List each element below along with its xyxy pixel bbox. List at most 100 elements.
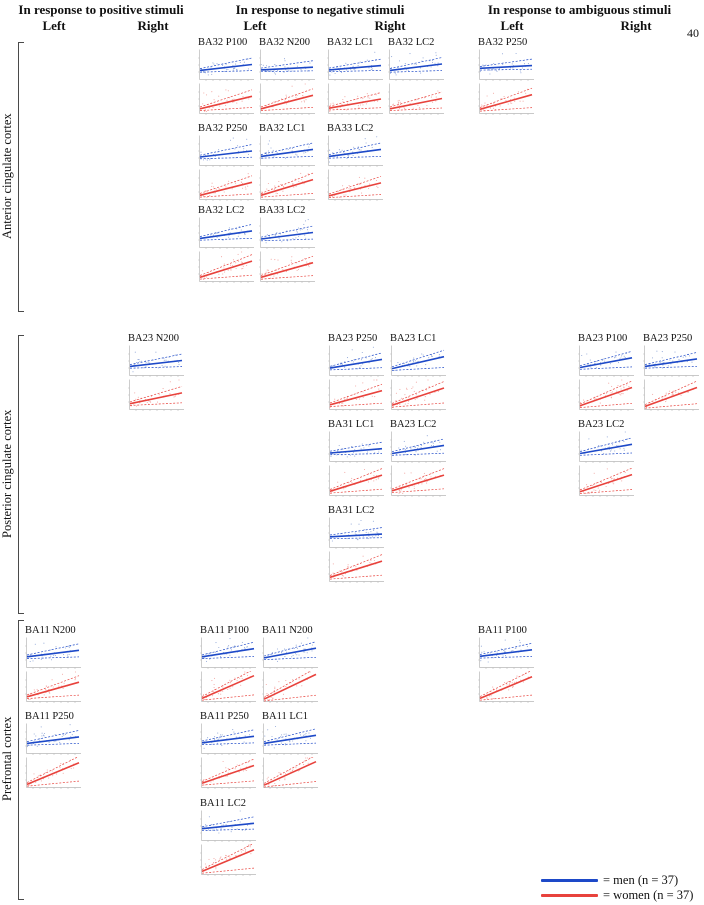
panel-negative-right-ba23-lc2: BA23 LC2 bbox=[390, 419, 447, 499]
mini-plot-women bbox=[478, 671, 534, 703]
mini-plot-men bbox=[328, 431, 384, 463]
panel-label: BA33 LC2 bbox=[327, 123, 374, 134]
mini-plot-men bbox=[390, 431, 446, 463]
mini-plot-women bbox=[200, 671, 256, 703]
mini-plot-women bbox=[262, 671, 318, 703]
mini-plot-men bbox=[259, 135, 315, 167]
mini-plot-men bbox=[643, 345, 699, 377]
mini-plot-men bbox=[478, 637, 534, 669]
subheader-negative-left: Left bbox=[243, 18, 267, 33]
mini-plot-women bbox=[198, 169, 254, 201]
mini-plot-women bbox=[388, 83, 444, 115]
mini-plot-women bbox=[578, 465, 634, 497]
mini-plot-men bbox=[388, 49, 444, 81]
mini-plot-women bbox=[200, 844, 256, 876]
mini-plot-men bbox=[25, 637, 81, 669]
legend-row-men: = men (n = 37) bbox=[541, 873, 678, 888]
panel-ambiguous-left-ba23-p100: BA23 P100 bbox=[578, 333, 635, 413]
mini-plot-men bbox=[578, 345, 634, 377]
mini-plot-men bbox=[259, 217, 315, 249]
mini-plot-men bbox=[262, 723, 318, 755]
mini-plot-men bbox=[25, 723, 81, 755]
mini-plot-women bbox=[259, 169, 315, 201]
panel-label: BA33 LC2 bbox=[259, 205, 306, 216]
panel-negative-left-ba32-p250: BA32 P250 bbox=[198, 123, 255, 203]
mini-plot-women bbox=[478, 83, 534, 115]
panel-negative-left-ba33-lc2: BA33 LC2 bbox=[259, 205, 316, 285]
mini-plot-men bbox=[327, 135, 383, 167]
panel-label: BA31 LC1 bbox=[328, 419, 375, 430]
mini-plot-women bbox=[25, 757, 81, 789]
panel-label: BA11 LC1 bbox=[262, 711, 308, 722]
mini-plot-men bbox=[327, 49, 383, 81]
bracket-posterior-cingulate bbox=[18, 335, 24, 614]
mini-plot-women bbox=[259, 83, 315, 115]
panel-label: BA11 P100 bbox=[200, 625, 249, 636]
legend-label-women: = women (n = 37) bbox=[603, 888, 694, 902]
mini-plot-men bbox=[578, 431, 634, 463]
mini-plot-men bbox=[328, 517, 384, 549]
mini-plot-men bbox=[128, 345, 184, 377]
mini-plot-men bbox=[200, 637, 256, 669]
mini-plot-men bbox=[478, 49, 534, 81]
mini-plot-women bbox=[643, 379, 699, 411]
mini-plot-women bbox=[390, 379, 446, 411]
subheader-positive-right: Right bbox=[137, 18, 169, 33]
panel-ambiguous-left-ba32-p250: BA32 P250 bbox=[478, 37, 535, 117]
panel-label: BA23 P250 bbox=[328, 333, 378, 344]
panel-negative-right-ba31-lc2: BA31 LC2 bbox=[328, 505, 385, 585]
mini-plot-women bbox=[198, 251, 254, 283]
panel-label: BA11 LC2 bbox=[200, 798, 246, 809]
mini-plot-men bbox=[200, 723, 256, 755]
mini-plot-men bbox=[198, 49, 254, 81]
mini-plot-women bbox=[25, 671, 81, 703]
panel-negative-right-ba23-p250: BA23 P250 bbox=[328, 333, 385, 413]
mini-plot-men bbox=[262, 637, 318, 669]
legend-line-women-icon bbox=[541, 893, 598, 898]
panel-label: BA23 P100 bbox=[578, 333, 628, 344]
panel-label: BA31 LC2 bbox=[328, 505, 375, 516]
panel-ambiguous-left-ba11-p100: BA11 P100 bbox=[478, 625, 535, 705]
panel-label: BA11 N200 bbox=[262, 625, 313, 636]
panel-label: BA32 P250 bbox=[198, 123, 248, 134]
panel-negative-left-ba11-p100: BA11 P100 bbox=[200, 625, 257, 705]
panel-negative-left-ba32-p100: BA32 P100 bbox=[198, 37, 255, 117]
column-group-title-positive: In response to positive stimuli bbox=[18, 2, 184, 17]
panel-label: BA11 N200 bbox=[25, 625, 76, 636]
row-group-label-posterior-cingulate: Posterior cingulate cortex bbox=[0, 409, 14, 538]
panel-label: BA11 P100 bbox=[478, 625, 527, 636]
panel-label: BA32 LC1 bbox=[259, 123, 306, 134]
panel-label: BA11 P250 bbox=[200, 711, 249, 722]
mini-plot-women bbox=[328, 551, 384, 583]
panel-negative-left-ba11-p250: BA11 P250 bbox=[200, 711, 257, 791]
mini-plot-women bbox=[198, 83, 254, 115]
column-group-title-ambiguous: In response to ambiguous stimuli bbox=[487, 2, 672, 17]
mini-plot-men bbox=[328, 345, 384, 377]
panel-positive-left-ba11-p250: BA11 P250 bbox=[25, 711, 82, 791]
panel-negative-left-ba32-n200: BA32 N200 bbox=[259, 37, 316, 117]
mini-plot-women bbox=[390, 465, 446, 497]
panel-label: BA32 LC1 bbox=[327, 37, 374, 48]
panel-label: BA11 P250 bbox=[25, 711, 74, 722]
panel-negative-left-ba11-lc1: BA11 LC1 bbox=[262, 711, 319, 791]
mini-plot-men bbox=[390, 345, 446, 377]
column-group-title-negative: In response to negative stimuli bbox=[235, 2, 405, 17]
panel-positive-left-ba11-n200: BA11 N200 bbox=[25, 625, 82, 705]
panel-label: BA32 P100 bbox=[198, 37, 248, 48]
bracket-prefrontal bbox=[18, 620, 24, 900]
panel-label: BA23 N200 bbox=[128, 333, 180, 344]
mini-plot-men bbox=[259, 49, 315, 81]
mini-plot-women bbox=[578, 379, 634, 411]
legend-label-men: = men (n = 37) bbox=[603, 873, 679, 887]
panel-negative-right-ba31-lc1: BA31 LC1 bbox=[328, 419, 385, 499]
panel-label: BA32 N200 bbox=[259, 37, 311, 48]
panel-label: BA32 P250 bbox=[478, 37, 528, 48]
panel-negative-left-ba11-n200: BA11 N200 bbox=[262, 625, 319, 705]
panel-label: BA23 P250 bbox=[643, 333, 693, 344]
mini-plot-women bbox=[200, 757, 256, 789]
panel-label: BA32 LC2 bbox=[388, 37, 435, 48]
panel-negative-left-ba11-lc2: BA11 LC2 bbox=[200, 798, 257, 878]
mini-plot-women bbox=[128, 379, 184, 411]
mini-plot-men bbox=[200, 810, 256, 842]
